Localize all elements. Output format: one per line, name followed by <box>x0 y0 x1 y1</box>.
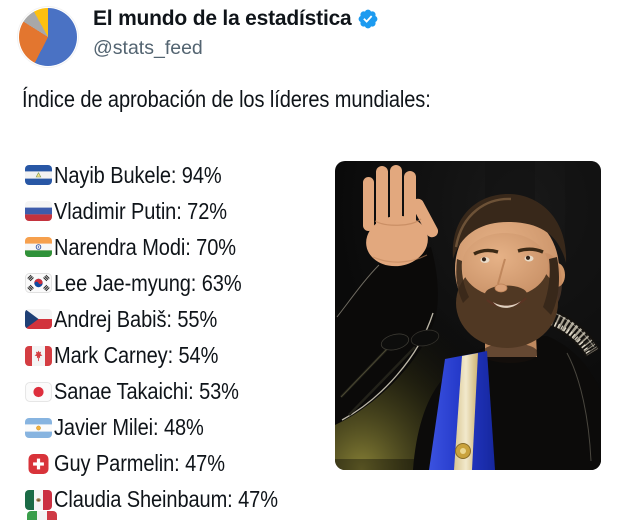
leader-text: Lee Jae-myung: 63% <box>54 269 242 296</box>
leader-row: Vladimir Putin: 72% <box>25 193 311 229</box>
flag-czechia-icon <box>25 309 52 329</box>
flag-mexico-icon <box>25 490 52 510</box>
user-handle[interactable]: @stats_feed <box>93 37 203 59</box>
bukele-waving-photo[interactable] <box>335 161 601 470</box>
leader-text: Claudia Sheinbaum: 47% <box>54 486 278 513</box>
leader-row: Guy Parmelin: 47% <box>25 446 311 482</box>
flag-russia-icon <box>25 201 52 221</box>
leader-list: Nayib Bukele: 94% Vladimir Putin: 72% Nare… <box>25 157 311 518</box>
leader-row: Mark Carney: 54% <box>25 337 311 373</box>
tweet-text: Índice de aprobación de los líderes mund… <box>22 86 431 112</box>
leader-text: Guy Parmelin: 47% <box>54 450 225 477</box>
leader-text: Nayib Bukele: 94% <box>54 161 222 188</box>
leader-text: Mark Carney: 54% <box>54 342 219 369</box>
display-name[interactable]: El mundo de la estadística <box>93 7 352 30</box>
flag-canada-icon <box>25 346 52 366</box>
leader-text: Narendra Modi: 70% <box>54 233 236 260</box>
flag-south-korea-icon <box>25 273 52 293</box>
leader-text: Andrej Babiš: 55% <box>54 305 218 332</box>
flag-japan-icon <box>25 382 52 402</box>
leader-row: Andrej Babiš: 55% <box>25 301 311 337</box>
leader-row: Nayib Bukele: 94% <box>25 157 311 193</box>
flag-el-salvador-icon <box>25 165 52 185</box>
leader-row: Narendra Modi: 70% <box>25 229 311 265</box>
leader-row: Sanae Takaichi: 53% <box>25 374 311 410</box>
leader-text: Vladimir Putin: 72% <box>54 197 227 224</box>
leader-row: Javier Milei: 48% <box>25 410 311 446</box>
pie-chart-avatar-image <box>19 8 77 66</box>
leader-row: Lee Jae-myung: 63% <box>25 265 311 301</box>
leader-row: Claudia Sheinbaum: 47% <box>25 482 311 518</box>
flag-argentina-icon <box>25 418 52 438</box>
flag-india-icon <box>25 237 52 257</box>
leader-text: Sanae Takaichi: 53% <box>54 378 239 405</box>
leader-text: Javier Milei: 48% <box>54 414 204 441</box>
flag-switzerland-icon <box>25 454 52 474</box>
flag-italy-partial-icon <box>27 511 57 520</box>
avatar[interactable] <box>18 7 78 67</box>
account-name-row: El mundo de la estadística <box>93 7 379 31</box>
verified-badge-icon <box>358 9 377 29</box>
